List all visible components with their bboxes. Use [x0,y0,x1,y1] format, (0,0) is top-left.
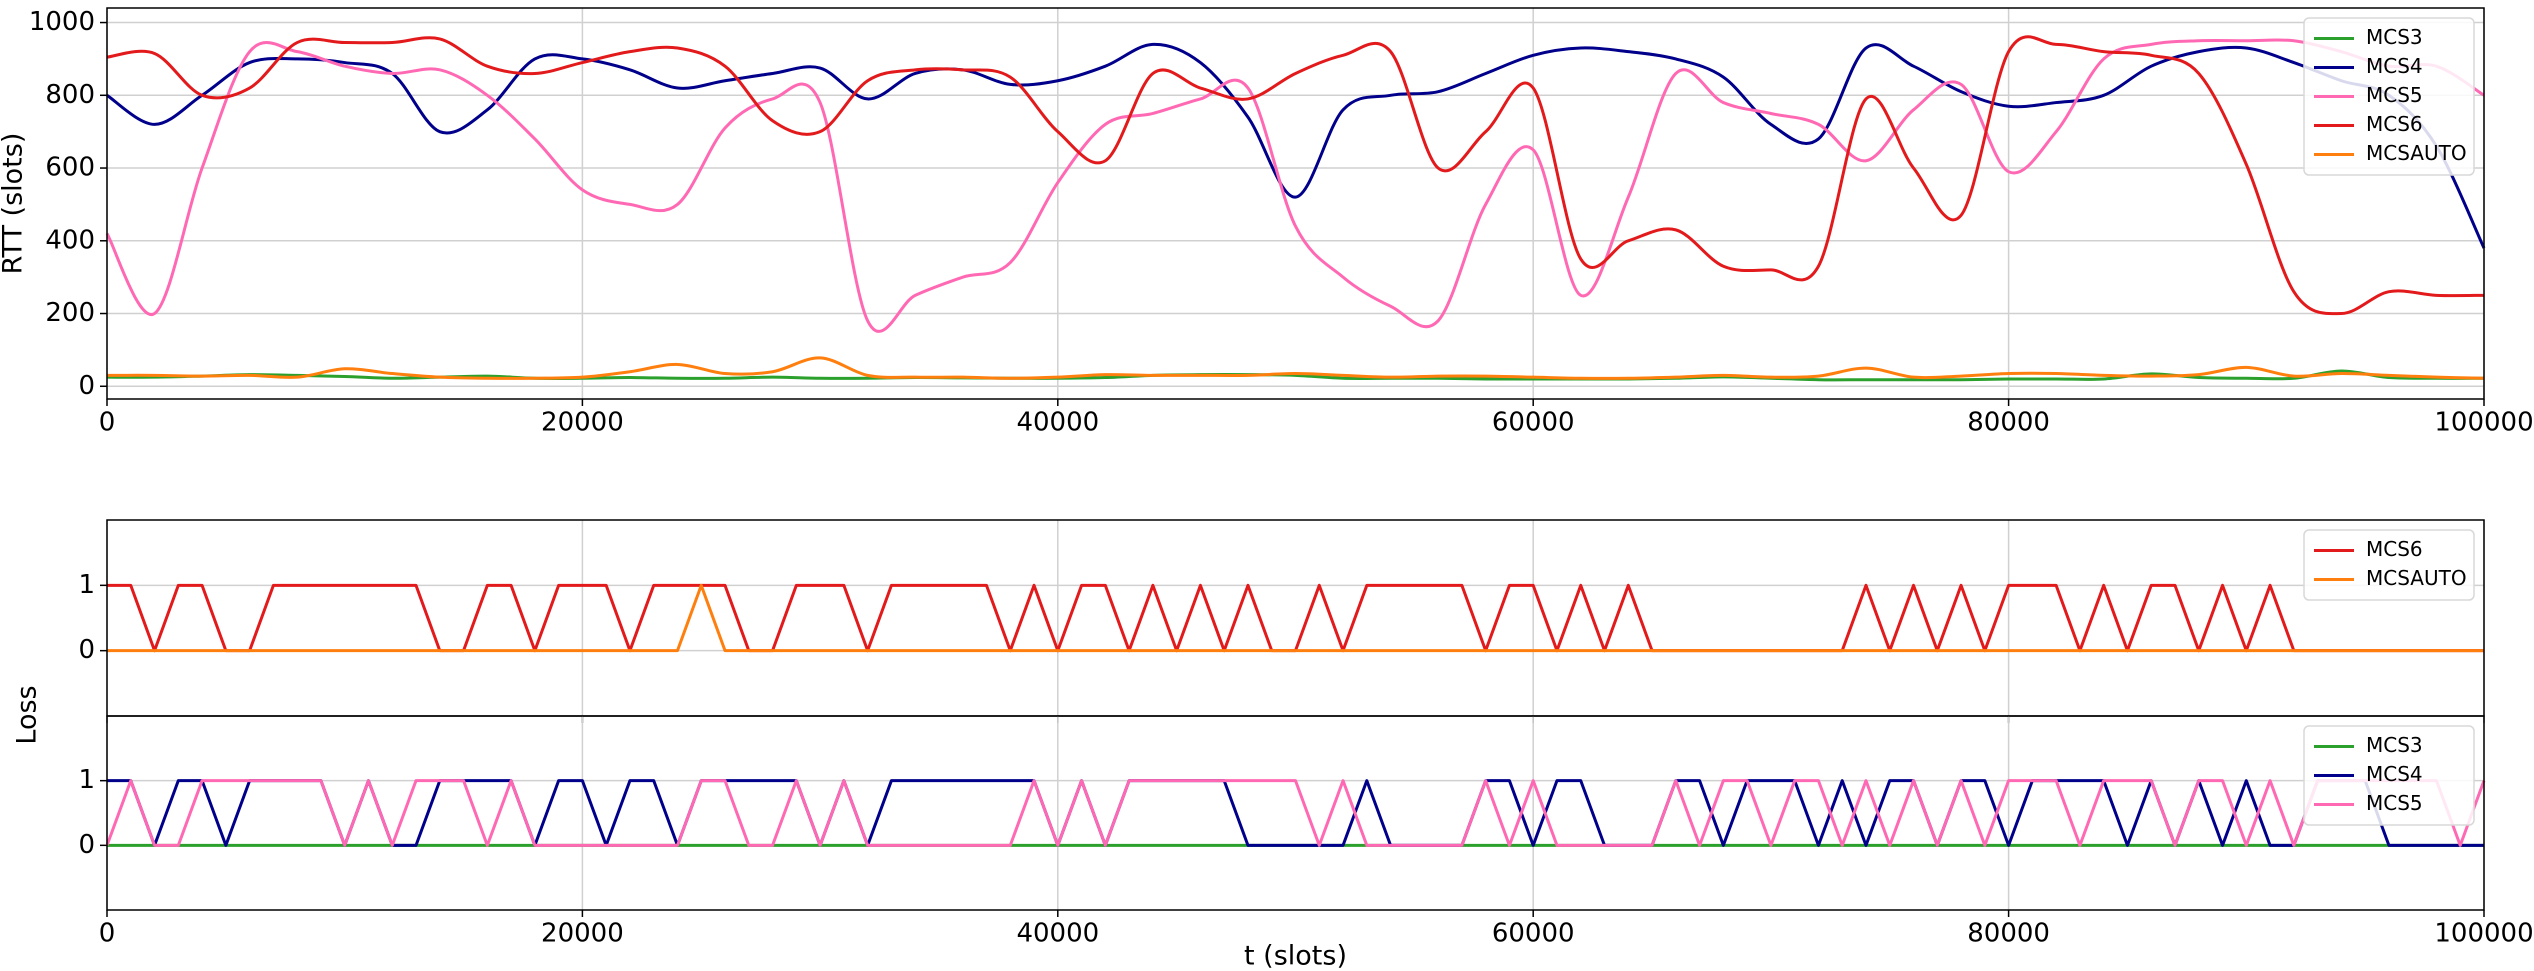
x-tick-label: 60000 [1492,919,1575,949]
legend: MCS6 MCSAUTO [2303,529,2475,601]
legend-box [2303,725,2475,826]
x-tick-label: 20000 [541,919,624,949]
x-tick-label: 40000 [1016,408,1099,438]
data-line [105,38,2485,333]
legend-label: MCS5 [2366,791,2423,815]
data-line [107,779,2484,847]
y-tick-label: 200 [45,298,95,328]
legend-box [2303,529,2475,601]
legend-label: MCS6 [2366,537,2423,561]
y-tick-label: 0 [78,830,95,860]
y-tick-label: 0 [78,371,95,401]
y-tick-label: 1000 [29,7,95,37]
y-tick-label: 400 [45,225,95,255]
data-line [106,42,2486,249]
legend: MCS3 MCS4 MCS5 MCS6 MCSAUTO [2303,17,2475,176]
legend-label: MCS3 [2366,733,2423,757]
x-tick-label: 40000 [1016,919,1099,949]
data-line [107,583,2484,653]
data-line [106,35,2485,316]
data-line [106,356,2485,380]
legend-label: MCS5 [2366,83,2423,107]
y-axis-label: RTT (slots) [0,133,29,275]
data-line [105,779,2486,847]
x-tick-label: 0 [99,408,116,438]
legend-label: MCS4 [2366,762,2423,786]
x-tick-label: 80000 [1967,919,2050,949]
legend-label: MCS4 [2366,54,2423,78]
y-tick-label: 800 [45,80,95,110]
legend: MCS3 MCS4 MCS5 [2303,725,2475,826]
plot-frame [106,519,2485,717]
legend-box [2303,17,2475,176]
legend-label: MCSAUTO [2366,566,2467,590]
x-axis-label: t (slots) [1244,941,1347,971]
y-tick-label: 1 [78,570,95,600]
x-tick-label: 60000 [1492,408,1575,438]
plot-frame [106,715,2485,911]
x-tick-label: 20000 [541,408,624,438]
x-tick-label: 100000 [2434,919,2533,949]
x-tick-label: 100000 [2434,408,2533,438]
legend-label: MCS3 [2366,25,2423,49]
y-tick-label: 600 [45,153,95,183]
y-axis-label: Loss [12,685,43,744]
legend-label: MCSAUTO [2366,141,2467,165]
data-line [107,583,2484,653]
y-tick-label: 1 [78,765,95,795]
legend-label: MCS6 [2366,112,2423,136]
y-tick-label: 0 [78,635,95,665]
x-tick-label: 0 [99,919,116,949]
data-line [106,369,2485,382]
plot-frame [106,7,2485,400]
x-tick-label: 80000 [1967,408,2050,438]
